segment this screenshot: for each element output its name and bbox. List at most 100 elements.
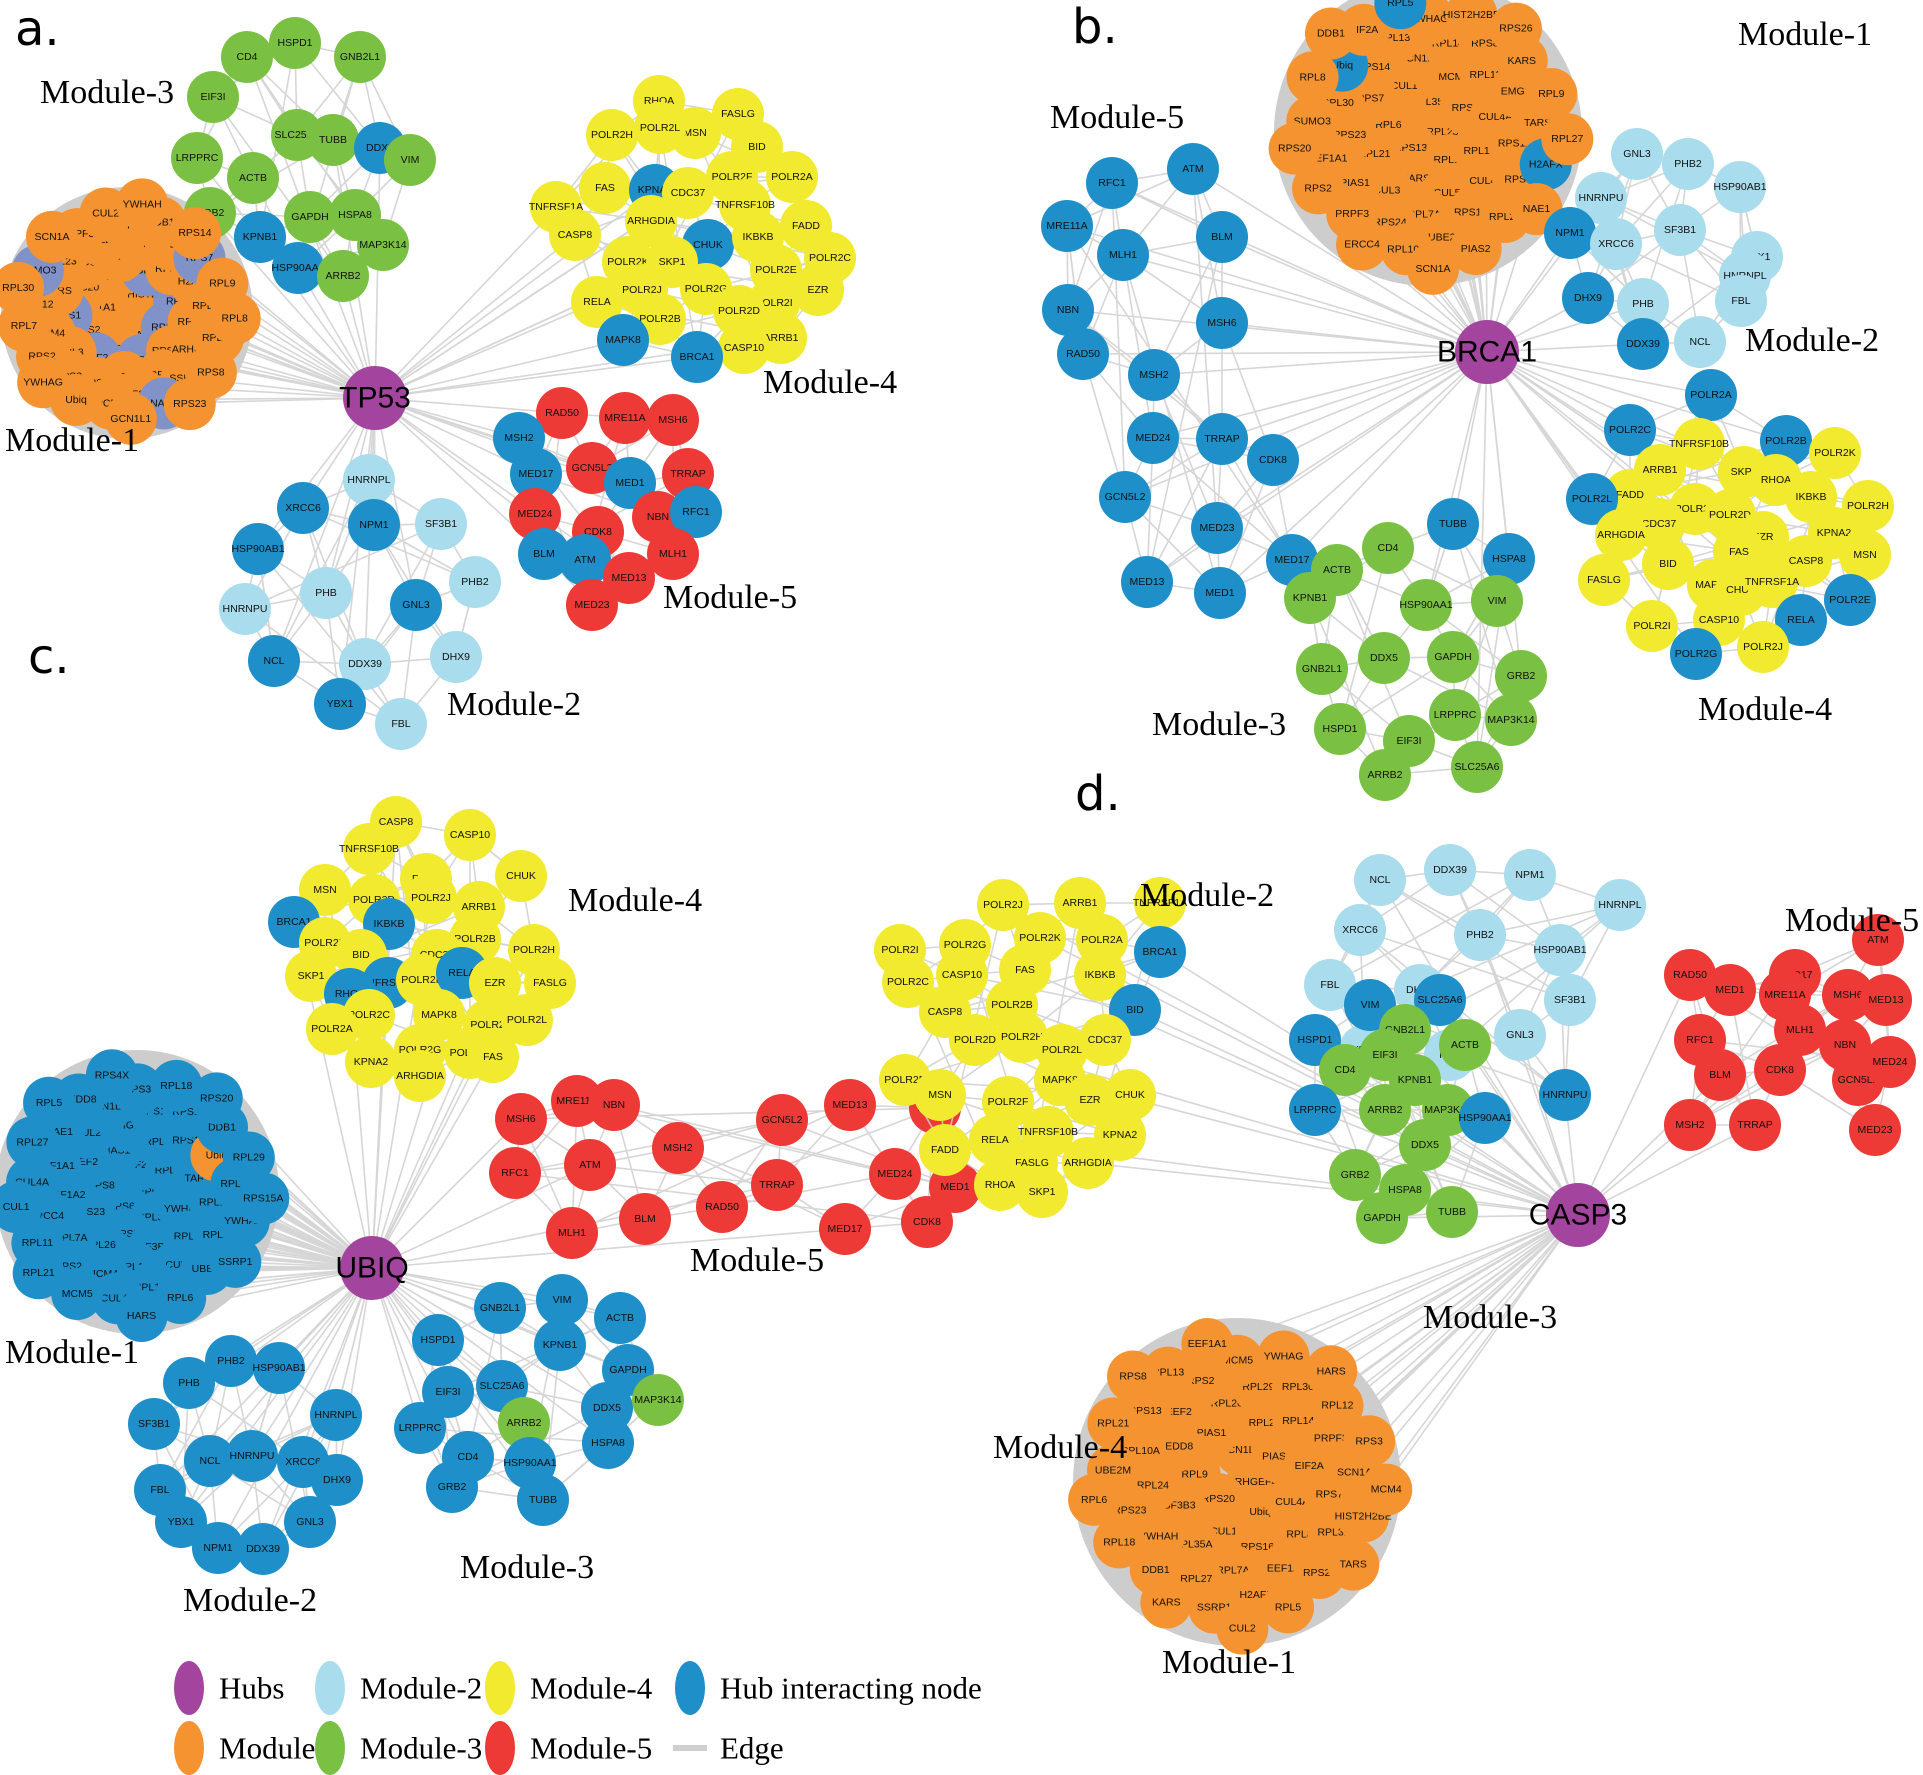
hub-node-ubiq: UBIQ <box>335 1236 409 1300</box>
node-casp10: CASP10 <box>718 322 770 374</box>
module-label-module-1-d: Module-1 <box>1162 1644 1296 1681</box>
node-label-trrap: TRRAP <box>759 1179 795 1191</box>
node-tnfrsf10b: TNFRSF10B <box>339 823 399 875</box>
node-ddx39: DDX39 <box>237 1523 289 1575</box>
node-msh2: MSH2 <box>1664 1099 1716 1151</box>
node-circle-dhx9 <box>311 1454 363 1506</box>
node-ezr: EZR <box>792 264 844 316</box>
node-blm: BLM <box>1694 1049 1746 1101</box>
node-ssrp1: SSRP1 <box>209 1235 262 1288</box>
node-med13: MED13 <box>603 552 655 604</box>
node-label-fadd: FADD <box>792 220 820 232</box>
node-circle-vim <box>384 134 436 186</box>
node-circle-rpl8 <box>208 292 261 345</box>
node-label-rps16: RPS16 <box>1241 1541 1274 1553</box>
node-med1: MED1 <box>1194 567 1246 619</box>
node-label-hspd1: HSPD1 <box>1297 1034 1332 1046</box>
hub-edge <box>371 1267 453 1488</box>
module-label-module-3-d: Module-3 <box>1423 1299 1557 1336</box>
node-label-msn: MSN <box>683 127 706 139</box>
node-label-polr2c: POLR2C <box>809 252 851 264</box>
text-layer-a: Module-3 Module-4 Module-5 Module-2 Module-1… <box>5 1 897 723</box>
node-actb: ACTB <box>594 1292 646 1344</box>
node-sf3b1: SF3B1 <box>1544 974 1596 1026</box>
node-circle-casp10 <box>718 322 770 374</box>
node-arrb2: ARRB2 <box>1359 749 1411 801</box>
node-msh6: MSH6 <box>1196 297 1248 349</box>
node-label-hsp90ab1: HSP90AB1 <box>252 1362 305 1374</box>
node-circle-rpl27 <box>6 1116 59 1169</box>
node-hsp90aa1: HSP90AA1 <box>1399 579 1453 631</box>
node-circle-rps2 <box>1292 162 1345 215</box>
node-label-sf3b1: SF3B1 <box>1664 224 1696 236</box>
node-layer-d: NCLDDX39NPM1HNRNPLXRCC6PHB2HSP90AB1FBLDH… <box>874 844 1916 1655</box>
node-label-ncl: NCL <box>199 1455 220 1467</box>
node-circle-rpl21 <box>12 1247 65 1300</box>
node-label-fadd: FADD <box>931 1144 959 1156</box>
node-label-arrb2: ARRB2 <box>1367 1104 1402 1116</box>
node-label-rpl27: RPL27 <box>1180 1573 1212 1585</box>
hub-edge <box>1476 351 1488 768</box>
node-label-phb: PHB <box>315 587 337 599</box>
node-circle-cul2 <box>1216 1602 1269 1655</box>
node-circle-vim <box>536 1274 588 1326</box>
node-label-polr2h: POLR2H <box>1847 500 1889 512</box>
node-npm1: NPM1 <box>1504 849 1556 901</box>
node-circle-rps15a <box>237 1172 290 1225</box>
node-label-hspd1: HSPD1 <box>420 1334 455 1346</box>
node-kpna2: KPNA2 <box>345 1036 397 1088</box>
node-circle-rpl30 <box>0 261 45 314</box>
node-label-slc25a6: SLC25A6 <box>480 1380 525 1392</box>
node-mre11a: MRE11A <box>1041 200 1093 252</box>
edge <box>781 1119 956 1188</box>
node-circle-polr2c <box>882 956 934 1008</box>
node-circle-skp1 <box>285 950 337 1002</box>
node-label-cd4: CD4 <box>236 51 257 63</box>
node-circle-mre11a <box>599 392 651 444</box>
hub-circle-casp3 <box>1546 1183 1610 1247</box>
node-mapk8: MAPK8 <box>597 314 649 366</box>
node-label-cd4: CD4 <box>1334 1064 1355 1076</box>
node-label-rpl18: RPL18 <box>1463 145 1495 157</box>
node-label-ddx39: DDX39 <box>1626 338 1660 350</box>
node-rpl5: RPL5 <box>23 1076 76 1129</box>
node-label-polr2g: POLR2G <box>1675 648 1718 660</box>
node-label-tars: TARS <box>1524 117 1551 129</box>
edge <box>514 1119 783 1174</box>
node-label-map3k14: MAP3K14 <box>359 239 406 251</box>
node-hspd1: HSPD1 <box>412 1314 464 1366</box>
node-label-hspa8: HSPA8 <box>1388 1184 1422 1196</box>
node-label-hnrnpu: HNRNPU <box>230 1450 275 1462</box>
edge <box>447 1317 621 1393</box>
node-circle-phb <box>300 567 352 619</box>
node-polr2j: POLR2J <box>1737 621 1789 673</box>
node-label-polr2b: POLR2B <box>1765 435 1806 447</box>
node-med13: MED13 <box>1860 974 1912 1026</box>
node-circle-blm <box>1694 1049 1746 1101</box>
node-gcn1l1: GCN1L1 <box>104 392 157 445</box>
node-label-gcn5l2: GCN5L2 <box>572 462 613 474</box>
node-circle-faslg <box>1578 554 1630 606</box>
node-ywhag: YWHAG <box>1257 1330 1310 1383</box>
node-label-med23: MED23 <box>1199 522 1234 534</box>
hub-circle-tp53 <box>343 366 407 430</box>
node-circle-rpl21 <box>1087 1397 1140 1450</box>
node-label-hsp90ab1: HSP90AB1 <box>1533 944 1586 956</box>
node-ncl: NCL <box>248 635 300 687</box>
node-label-lrpprc: LRPPRC <box>1434 709 1477 721</box>
node-label-gnl3: GNL3 <box>402 599 430 611</box>
node-circle-ncl <box>1674 316 1726 368</box>
node-circle-trrap <box>1196 413 1248 465</box>
node-label-med13: MED13 <box>1868 994 1903 1006</box>
node-phb2: PHB2 <box>449 556 501 608</box>
node-circle-dhx9 <box>1562 272 1614 324</box>
node-circle-blm <box>619 1193 671 1245</box>
node-med23: MED23 <box>566 579 618 631</box>
node-circle-fas <box>467 1031 519 1083</box>
node-circle-arrb2 <box>498 1397 550 1449</box>
node-circle-med1 <box>1194 567 1246 619</box>
node-label-kpnb1: KPNB1 <box>243 231 278 243</box>
node-slc25a6: SLC25A6 <box>1414 974 1466 1026</box>
node-label-med23: MED23 <box>1857 1124 1892 1136</box>
hub-edge <box>1381 1214 1579 1219</box>
